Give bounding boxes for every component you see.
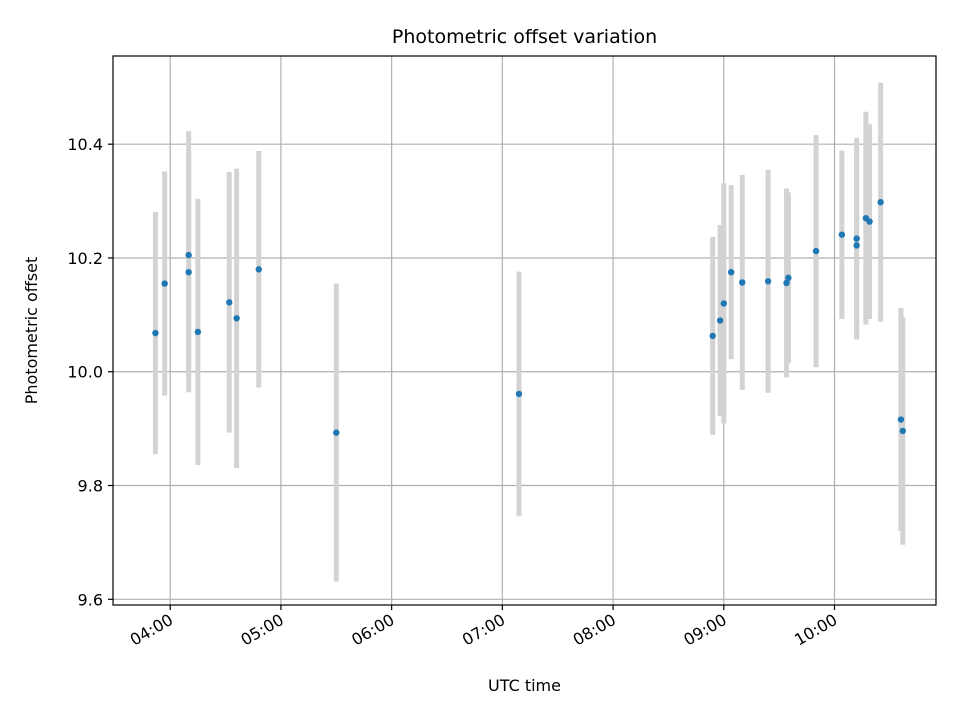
data-point: [764, 278, 772, 285]
y-axis: 9.6 9.8 10.0 10.2 10.4: [67, 135, 113, 609]
data-point: [515, 390, 523, 398]
x-tick-label: 10:00: [791, 610, 840, 650]
x-tick-label: 05:00: [237, 610, 286, 650]
data-point: [739, 279, 746, 286]
data-point: [866, 218, 873, 225]
x-tick-label: 08:00: [570, 610, 619, 650]
errorbar-layer: [152, 82, 906, 582]
x-axis: 04:00 05:00 06:00 07:00 08:00 09:00 10:00: [127, 605, 841, 650]
data-point: [899, 427, 906, 435]
y-tick-label: 9.6: [78, 590, 103, 609]
data-point: [877, 199, 884, 206]
data-point: [727, 268, 735, 276]
data-point: [720, 300, 727, 307]
x-tick-label: 09:00: [680, 610, 729, 650]
x-tick-label: 07:00: [459, 610, 508, 650]
y-axis-title: Photometric offset: [22, 257, 41, 405]
data-point: [333, 429, 340, 436]
y-tick-label: 10.4: [67, 135, 103, 154]
y-tick-label: 10.0: [67, 363, 103, 382]
data-point: [785, 274, 792, 282]
data-point: [838, 231, 846, 238]
data-point: [194, 328, 202, 336]
data-point: [185, 251, 192, 259]
y-tick-label: 10.2: [67, 249, 103, 268]
data-point: [152, 329, 159, 337]
data-point: [853, 235, 860, 242]
data-point: [783, 279, 790, 287]
chart-title: Photometric offset variation: [392, 26, 657, 48]
x-tick-label: 04:00: [127, 610, 176, 650]
data-point: [716, 317, 724, 324]
data-point: [233, 315, 240, 322]
x-tick-label: 06:00: [348, 610, 397, 650]
data-point: [812, 247, 820, 255]
data-point: [185, 268, 192, 276]
data-point: [255, 266, 262, 273]
data-point: [226, 299, 233, 306]
data-point: [897, 416, 905, 423]
plot-frame: [112, 55, 937, 606]
data-point: [161, 280, 168, 287]
y-tick-label: 9.8: [78, 477, 103, 496]
data-point: [853, 242, 860, 249]
x-axis-title: UTC time: [488, 676, 561, 695]
data-point: [709, 332, 716, 340]
point-layer: [152, 199, 906, 436]
